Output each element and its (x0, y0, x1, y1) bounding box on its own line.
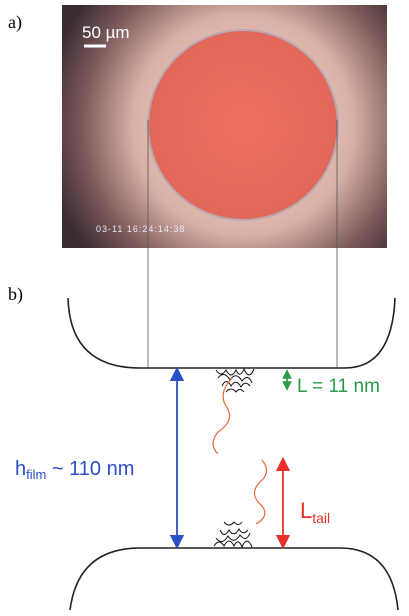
brush-length-label: L = 11 nm (297, 376, 380, 397)
top-interface (68, 298, 395, 368)
symbol: h (15, 458, 26, 480)
tail-length-label: Ltail (300, 498, 330, 526)
scale-bar-label: 50 µm (82, 23, 130, 42)
timestamp: 03-11 16:24:14:38 (96, 224, 185, 234)
figure: a) 50 µm 03-11 16:24:14:38 b) hfilm ~ 11… (0, 0, 409, 616)
film-thickness-label: hfilm ~ 110 nm (15, 458, 134, 482)
polymer-tail (254, 460, 266, 524)
subscript: film (26, 467, 46, 482)
bottom-interface (70, 548, 398, 610)
panel-label: b) (8, 284, 23, 305)
symbol: L (300, 498, 312, 523)
subscript: tail (312, 510, 330, 526)
polymer-brush (214, 369, 254, 547)
value: ~ 110 nm (46, 458, 134, 480)
panel-label: a) (8, 12, 22, 33)
film-disc (148, 30, 338, 220)
